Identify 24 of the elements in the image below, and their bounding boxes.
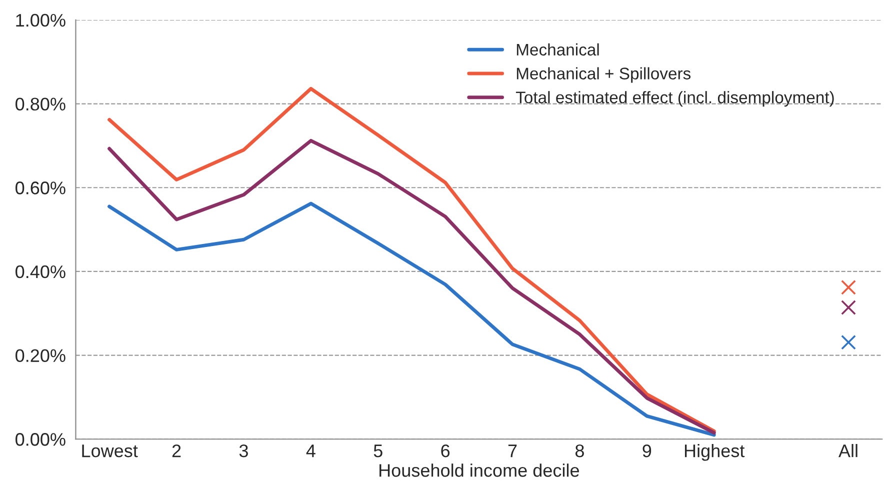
x-tick-label: 5 — [374, 444, 382, 458]
x-tick-label: 9 — [642, 444, 652, 458]
legend-label: Mechanical — [516, 43, 599, 56]
x-tick-label: 2 — [172, 444, 181, 458]
line-series — [108, 202, 716, 437]
x-tick-label: Highest — [684, 444, 745, 461]
x-tick-label: 6 — [441, 444, 450, 458]
y-tick-label: 1.00% — [16, 14, 66, 27]
x-tick-label: 8 — [575, 444, 584, 458]
x-tick-label: All — [838, 444, 858, 458]
y-tick-label: 0.80% — [16, 98, 66, 111]
x-axis-title: Household income decile — [380, 464, 579, 477]
y-tick-label: 0.20% — [16, 349, 66, 362]
legend-label: Mechanical + Spillovers — [516, 67, 691, 83]
y-tick-label: 0.60% — [16, 182, 66, 194]
line-series — [108, 86, 716, 433]
x-tick-label: 4 — [306, 444, 316, 458]
y-tick-label: 0.40% — [16, 265, 66, 278]
x-tick-label: 7 — [508, 444, 517, 458]
x-tick-label: Lowest — [82, 444, 138, 458]
y-tick-label: 0.00% — [16, 433, 66, 446]
legend-label: Total estimated effect (incl. disemployment) — [516, 91, 834, 107]
x-tick-label: 3 — [239, 444, 248, 458]
line-series — [108, 138, 716, 435]
